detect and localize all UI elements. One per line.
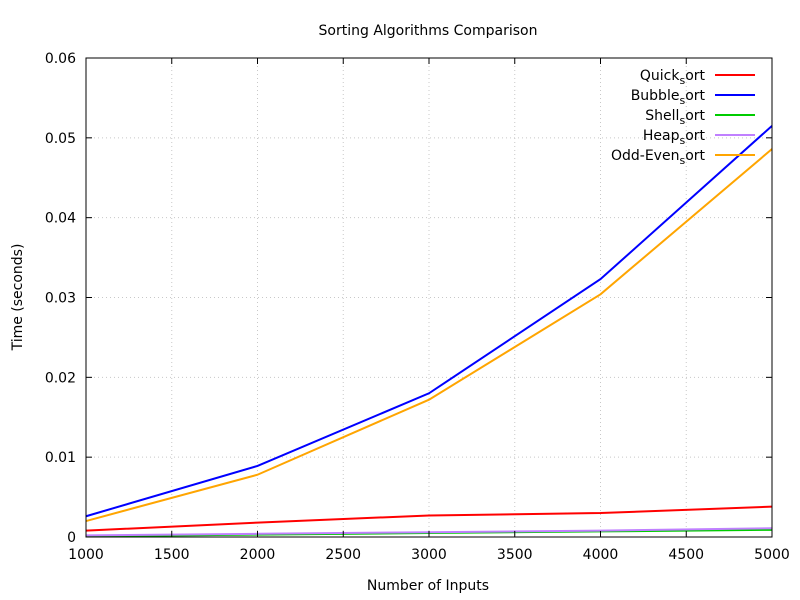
chart-title: Sorting Algorithms Comparison [319,23,538,39]
axes: 1000 1500 2000 2500 3000 3500 4000 4500 5000 0 0.0… [45,51,790,563]
y-tick-label: 0.04 [45,211,76,227]
legend-label: Heapsort [643,128,706,147]
x-tick-label: 4500 [668,547,704,563]
plot-frame [85,57,773,538]
y-axis-label: Time (seconds) [10,244,26,352]
legend: QuicksortBubblesortShellsortHeapsortOdd-… [611,68,755,167]
series-line [85,148,773,522]
legend-label: Bubblesort [631,88,706,107]
series-line [85,505,773,532]
x-tick-label: 1000 [68,547,104,563]
series-line [85,125,773,518]
x-tick-label: 5000 [754,547,790,563]
x-tick-label: 3500 [497,547,533,563]
x-tick-label: 4000 [583,547,619,563]
y-tick-label: 0.06 [45,51,76,67]
y-tick-label: 0.01 [45,450,76,466]
x-tick-label: 3000 [411,547,447,563]
x-tick-label: 1500 [154,547,190,563]
x-tick-label: 2500 [325,547,361,563]
legend-label: Odd-Evensort [611,148,706,167]
y-tick-label: 0.03 [45,291,76,307]
x-tick-label: 2000 [240,547,276,563]
y-tick-label: 0.05 [45,131,76,147]
legend-label: Shellsort [645,108,705,127]
x-axis-label: Number of Inputs [367,578,489,594]
y-tick-label: 0.02 [45,370,76,386]
legend-label: Quicksort [640,68,706,87]
y-tick-label: 0 [67,530,76,546]
